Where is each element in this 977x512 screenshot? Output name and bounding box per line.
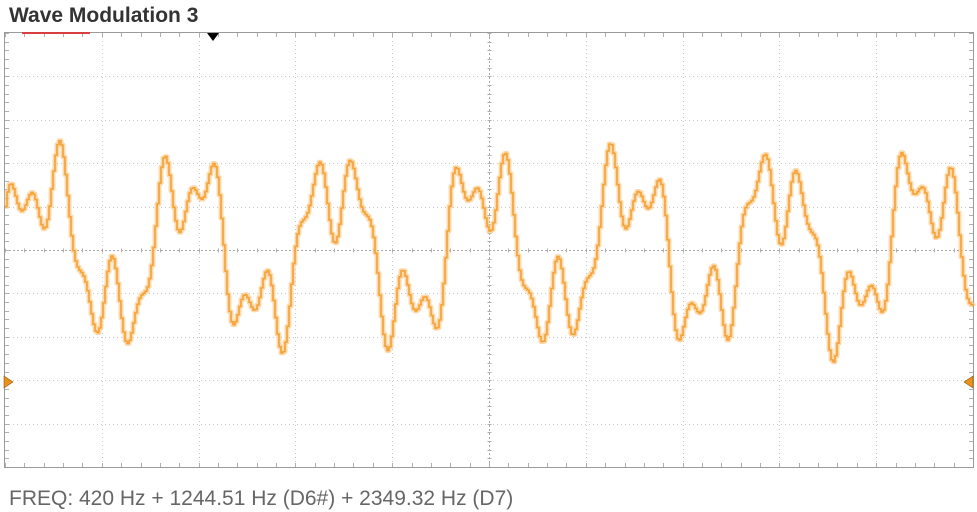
screen-frame	[4, 32, 974, 468]
trigger-position-marker-icon	[207, 33, 219, 41]
level-marker-left-icon	[3, 375, 14, 389]
level-marker-right-icon	[963, 375, 974, 389]
waveform-trace	[5, 140, 974, 363]
chart-title: Wave Modulation 3	[9, 4, 199, 27]
frequency-readout: FREQ: 420 Hz + 1244.51 Hz (D6#) + 2349.3…	[9, 487, 514, 510]
